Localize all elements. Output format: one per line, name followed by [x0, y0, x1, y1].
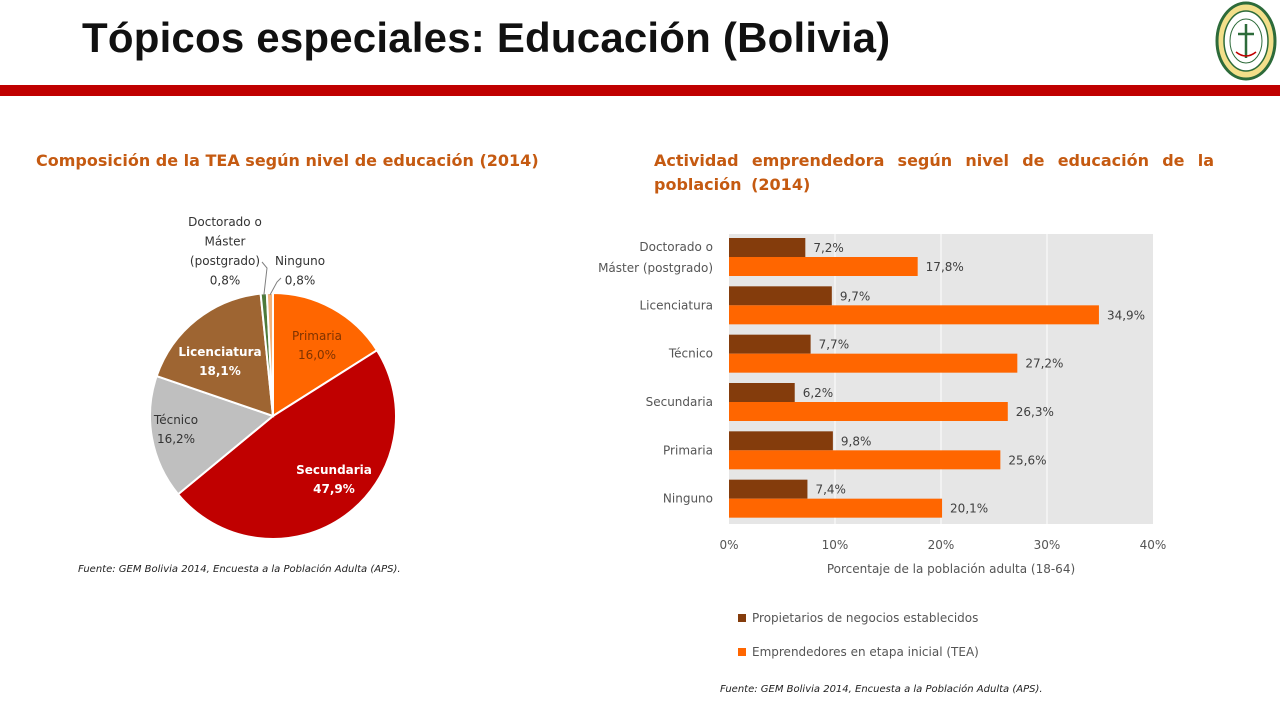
pie-label-postgrado: Doctorado o Máster (postgrado) 0,8% — [188, 215, 262, 288]
bar-primaria-s2 — [729, 450, 1001, 470]
category-label-licenciatura: Licenciatura — [640, 298, 714, 312]
bar-label-doctorado-o-master-postgrado-s1: 7,2% — [813, 241, 844, 255]
x-tick-label: 0% — [719, 538, 738, 552]
category-label-tecnico: Técnico — [668, 347, 713, 361]
bar-licenciatura-s2 — [729, 305, 1099, 325]
bar-chart-source: Fuente: GEM Bolivia 2014, Encuesta a la … — [720, 684, 1043, 695]
pie-label-ninguno: Ninguno 0,8% — [275, 254, 325, 288]
bar-label-ninguno-s1: 7,4% — [815, 483, 846, 497]
pie-label-primaria: Primaria 16,0% — [292, 329, 342, 362]
x-tick-label: 40% — [1140, 538, 1167, 552]
pie-slice-ninguno — [265, 291, 274, 417]
pie-label-tecnico: Técnico 16,2% — [153, 413, 198, 446]
bar-primaria-s1 — [729, 431, 833, 451]
bar-label-tecnico-s2: 27,2% — [1025, 357, 1063, 371]
bar-label-secundaria-s2: 26,3% — [1016, 405, 1054, 419]
x-tick-label: 20% — [928, 538, 955, 552]
bar-label-licenciatura-s1: 9,7% — [840, 289, 871, 303]
bar-label-primaria-s1: 9,8% — [841, 434, 872, 448]
pie-chart-title: Composición de la TEA según nivel de edu… — [36, 151, 539, 170]
pie-chart-source: Fuente: GEM Bolivia 2014, Encuesta a la … — [78, 564, 401, 575]
x-tick-label: 30% — [1034, 538, 1061, 552]
pie-label-secundaria: Secundaria 47,9% — [296, 463, 372, 496]
bar-ninguno-s1 — [729, 479, 808, 499]
bar-chart-title: Actividad emprendedora según nivel de ed… — [654, 151, 1214, 194]
category-label-secundaria: Secundaria — [646, 395, 713, 409]
legend-label-s2: Emprendedores en etapa inicial (TEA) — [752, 645, 979, 659]
bar-doctorado-o-master-postgrado-s1 — [729, 238, 806, 257]
bar-tecnico-s2 — [729, 353, 1018, 373]
bar-label-licenciatura-s2: 34,9% — [1107, 308, 1145, 322]
bar-label-primaria-s2: 25,6% — [1008, 453, 1046, 467]
category-label-primaria: Primaria — [663, 443, 713, 457]
pie-slice-secundaria — [176, 348, 397, 540]
page-title: Tópicos especiales: Educación (Bolivia) — [82, 14, 891, 61]
category-label-doctorado-o-master-postgrado: Doctorado o Máster (postgrado) — [598, 240, 713, 275]
pie-leader-postgrado — [261, 261, 268, 296]
pie-label-licenciatura: Licenciatura 18,1% — [178, 345, 261, 378]
bar-secundaria-s2 — [729, 402, 1008, 421]
university-seal-logo — [1215, 1, 1277, 81]
bar-label-secundaria-s1: 6,2% — [803, 386, 834, 400]
bar-label-doctorado-o-master-postgrado-s2: 17,8% — [926, 260, 964, 274]
legend-swatch-s1 — [738, 614, 746, 622]
pie-slice-primaria — [272, 291, 379, 418]
pie-leader-ninguno — [269, 277, 282, 296]
legend-swatch-s2 — [738, 648, 746, 656]
pie-slice-licenciatura — [155, 292, 275, 418]
bar-doctorado-o-master-postgrado-s2 — [729, 257, 918, 276]
bar-licenciatura-s1 — [729, 286, 832, 306]
bar-label-tecnico-s1: 7,7% — [819, 338, 850, 352]
title-underline-bar — [0, 85, 1280, 96]
legend-label-s1: Propietarios de negocios establecidos — [752, 611, 978, 625]
bar-tecnico-s1 — [729, 334, 811, 354]
bar-label-ninguno-s2: 20,1% — [950, 502, 988, 516]
x-tick-label: 10% — [822, 538, 849, 552]
bar-secundaria-s1 — [729, 383, 795, 402]
bar-ninguno-s2 — [729, 498, 943, 518]
x-axis-label: Porcentaje de la población adulta (18-64… — [827, 562, 1075, 576]
category-label-ninguno: Ninguno — [663, 492, 713, 506]
